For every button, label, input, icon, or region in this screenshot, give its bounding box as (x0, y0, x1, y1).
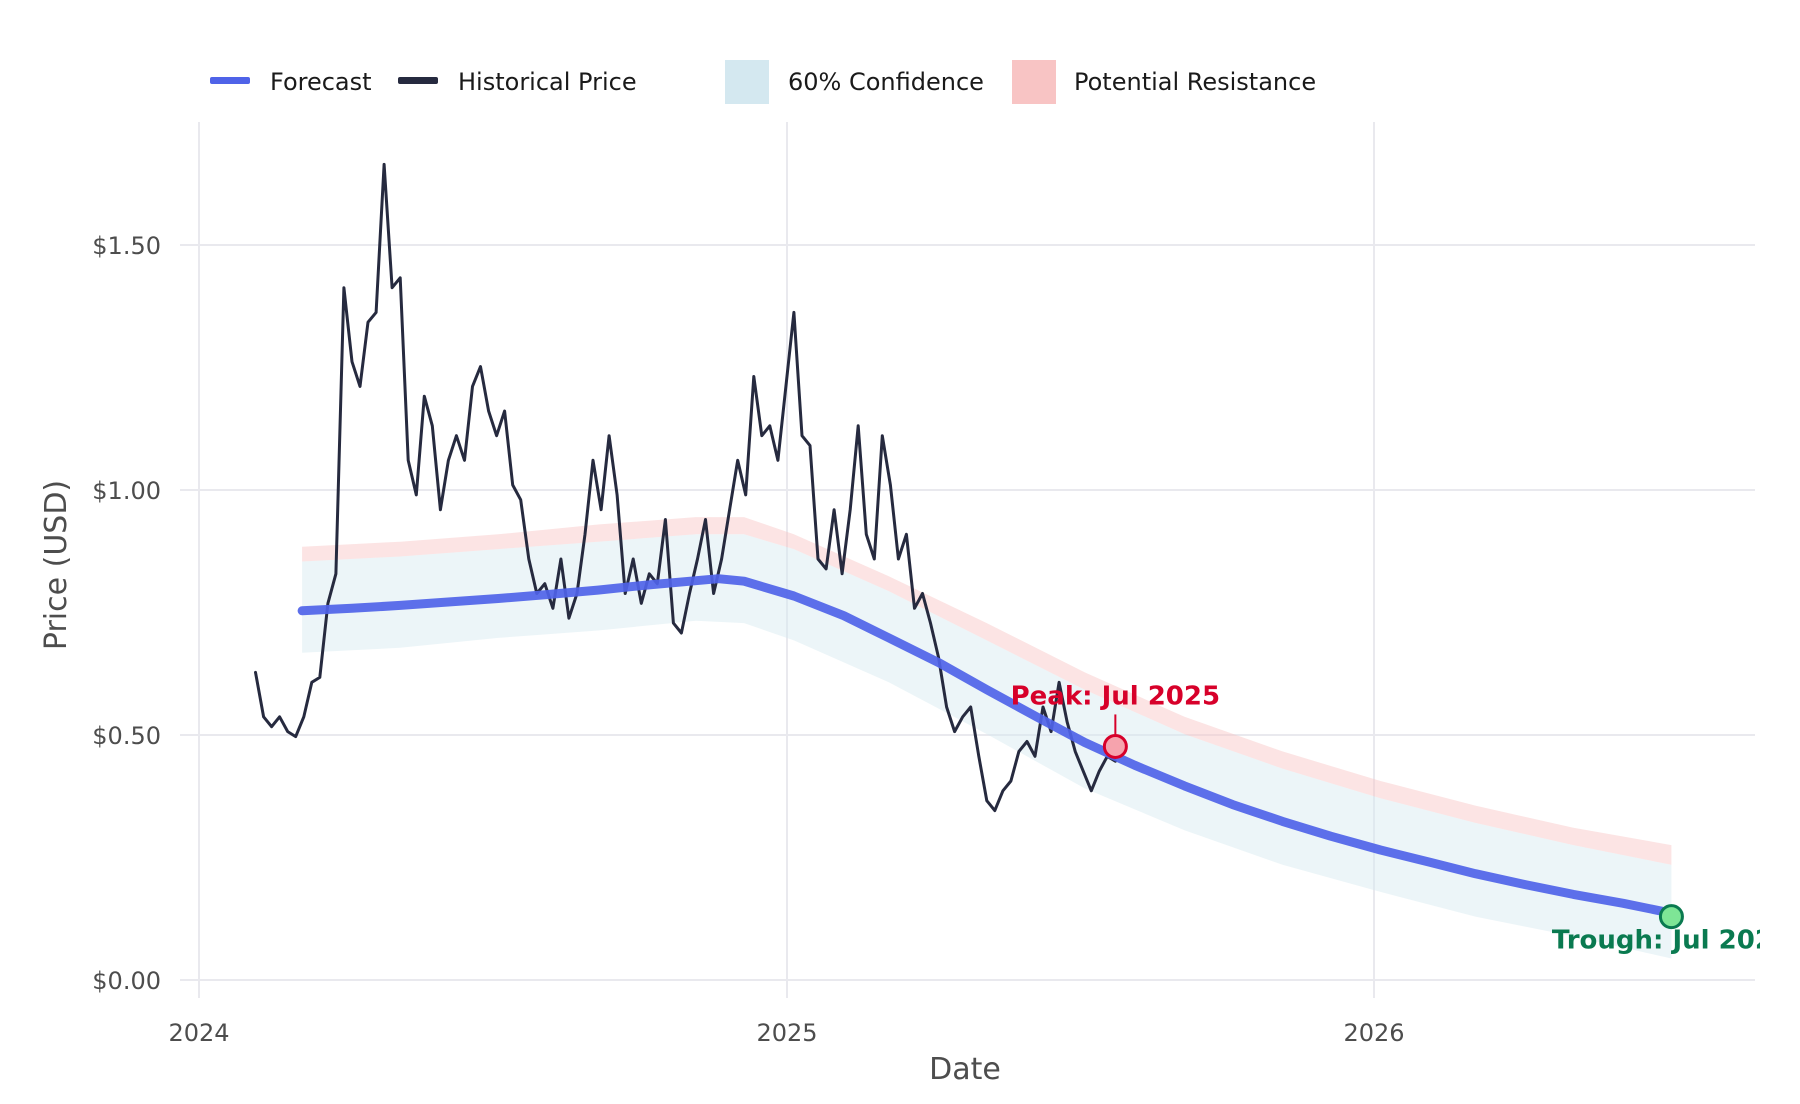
trough-marker (1658, 904, 1684, 930)
legend-item-forecast: Forecast (210, 68, 372, 96)
y-tick-label-050: $0.50 (92, 722, 161, 750)
legend-label-confidence: 60% Confidence (788, 68, 984, 96)
line-layer (254, 162, 1676, 918)
y-axis-ticks: $0.00 $0.50 $1.00 $1.50 (92, 232, 161, 995)
series-line-historical-price (254, 162, 1117, 813)
legend-label-forecast: Forecast (270, 68, 372, 96)
legend-swatch-confidence (725, 60, 769, 104)
annotation-layer: Peak: Jul 2025 Trough: Jul 2026 (1011, 681, 1791, 956)
peak-marker (1102, 733, 1128, 759)
annotation-peak: Peak: Jul 2025 (1011, 681, 1221, 759)
x-axis-ticks: 2024 2025 2026 (168, 1019, 1404, 1047)
peak-label: Peak: Jul 2025 (1011, 681, 1221, 711)
legend-label-potential-resistance: Potential Resistance (1074, 68, 1316, 96)
annotation-trough: Trough: Jul 2026 (1552, 904, 1791, 956)
band-60-confidence (302, 534, 1672, 959)
legend-swatch-forecast (210, 77, 250, 84)
x-axis-title: Date (929, 1052, 1001, 1087)
x-tick-label-2026: 2026 (1343, 1019, 1404, 1047)
band-potential-resistance (302, 517, 1672, 865)
y-tick-label-100: $1.00 (92, 477, 161, 505)
legend-item-historical-price: Historical Price (398, 68, 637, 96)
y-tick-label-0: $0.00 (92, 967, 161, 995)
legend-item-potential-resistance: Potential Resistance (1012, 60, 1316, 104)
y-axis-title: Price (USD) (39, 480, 74, 650)
series-line-forecast (297, 574, 1676, 918)
band-layer (302, 517, 1672, 959)
legend-swatch-potential-resistance (1012, 60, 1056, 104)
trough-label: Trough: Jul 2026 (1552, 926, 1791, 956)
legend: Forecast Historical Price 60% Confidence… (210, 60, 1316, 104)
x-tick-label-2024: 2024 (168, 1019, 229, 1047)
x-tick-label-2025: 2025 (756, 1019, 817, 1047)
legend-item-confidence: 60% Confidence (725, 60, 984, 104)
y-tick-label-150: $1.50 (92, 232, 161, 260)
plot-area (254, 162, 1676, 959)
legend-label-historical-price: Historical Price (458, 68, 637, 96)
legend-swatch-historical-price (398, 77, 438, 84)
